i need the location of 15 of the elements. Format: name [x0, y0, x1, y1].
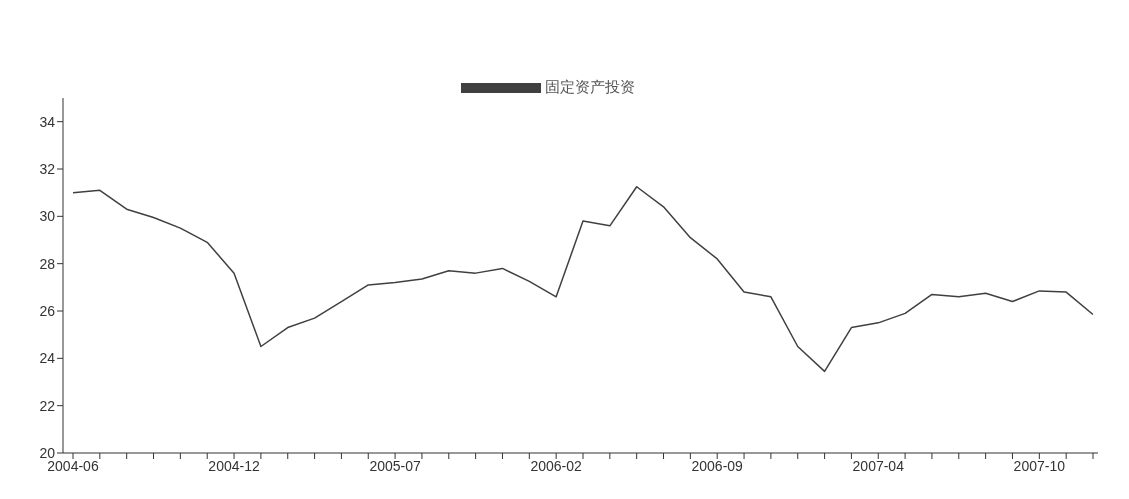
x-tick-label: 2005-07: [369, 457, 421, 474]
x-tick-label: 2007-10: [1013, 457, 1066, 474]
x-tick-label: 2004-12: [208, 457, 260, 474]
y-tick-label: 30: [39, 208, 56, 225]
y-tick-label: 32: [39, 160, 56, 177]
y-tick-label: 26: [39, 302, 56, 319]
y-tick-label: 34: [39, 113, 56, 130]
x-tick-label: 2007-04: [852, 457, 905, 474]
line-series: [72, 186, 1094, 373]
y-tick-label: 28: [39, 255, 56, 272]
x-tick-label: 2006-09: [691, 457, 744, 474]
x-tick-label: 2006-02: [530, 457, 583, 474]
text: 固定资产投资: [545, 78, 635, 96]
y-tick-label: 22: [39, 397, 56, 414]
y-tick-label: 24: [39, 350, 56, 367]
